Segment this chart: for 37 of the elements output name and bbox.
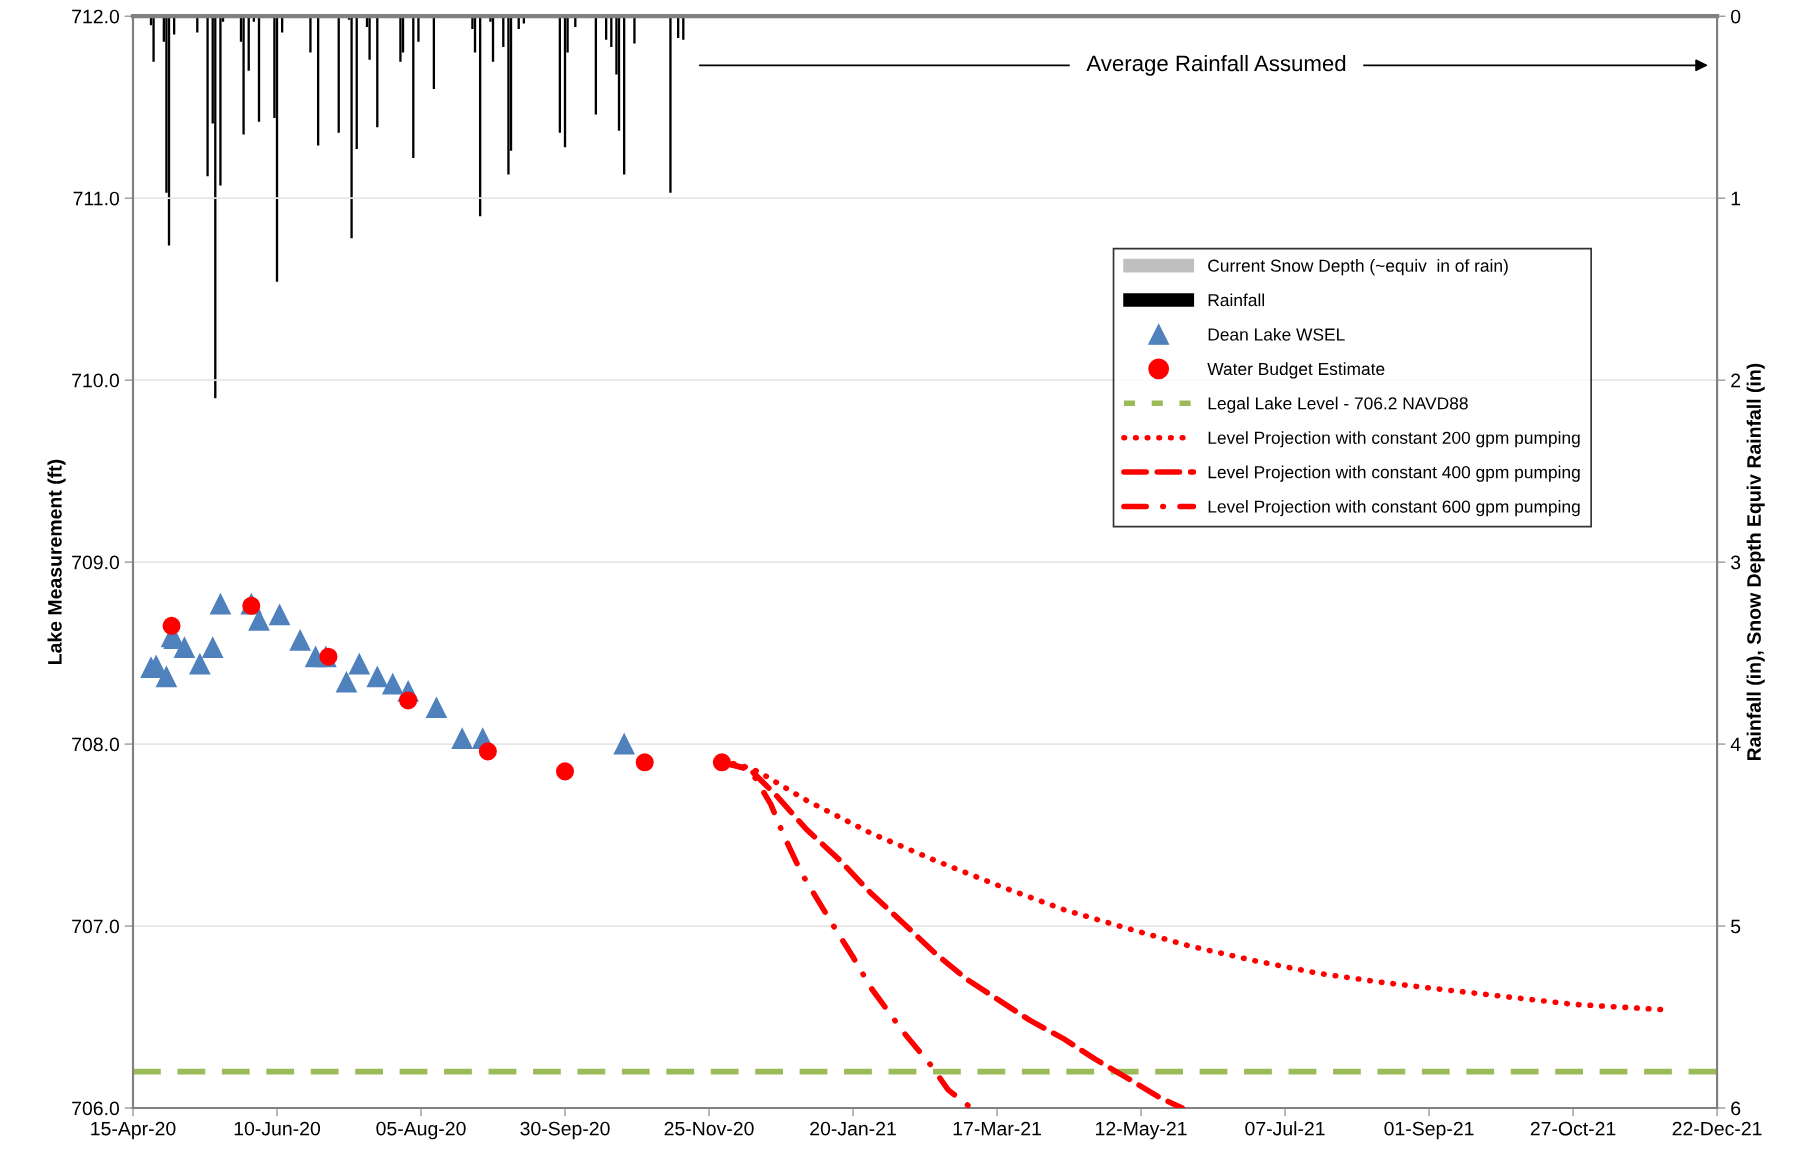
y-tick-label: 712.0 [72, 9, 120, 24]
y2-tick-label: 5 [1731, 919, 1741, 934]
y2-tick-label: 6 [1731, 1101, 1741, 1116]
y-tick-label: 708.0 [72, 737, 120, 752]
x-tick-label: 07-Jul-21 [1245, 1121, 1325, 1136]
x-tick-label: 22-Dec-21 [1672, 1121, 1762, 1136]
y-tick-label: 706.0 [72, 1101, 120, 1116]
y-tick-label: 711.0 [73, 191, 120, 206]
legend-label: Water Budget Estimate [1207, 362, 1385, 379]
legend-label: Level Projection with constant 200 gpm pumping [1208, 431, 1580, 448]
legend-label: Dean Lake WSEL [1208, 327, 1345, 341]
y-tick-label: 709.0 [72, 555, 120, 570]
x-tick-label: 20-Jan-21 [810, 1121, 896, 1136]
legend-label: Current Snow Depth (~equiv in of rain) [1208, 259, 1508, 276]
x-tick-label: 01-Sep-21 [1384, 1121, 1474, 1140]
y-tick-label: 710.0 [72, 373, 120, 388]
x-tick-label: 25-Nov-20 [664, 1121, 754, 1136]
x-tick-label: 05-Aug-20 [376, 1121, 466, 1140]
legend-label: Level Projection with constant 400 gpm pumping [1208, 465, 1580, 482]
x-tick-label: 12-May-21 [1096, 1121, 1187, 1140]
y2-tick-label: 3 [1730, 555, 1741, 570]
x-tick-label: 27-Oct-21 [1530, 1121, 1616, 1136]
x-tick-label: 10-Jun-20 [234, 1121, 321, 1136]
y2-axis-title: Rainfall (in), Snow Depth Equiv Rainfall (in) [1746, 363, 1765, 761]
y2-tick-label: 1 [1731, 191, 1741, 206]
y-axis-title: Lake Measurement (ft) [47, 459, 66, 664]
legend-label: Level Projection with constant 600 gpm pumping [1208, 500, 1580, 517]
legend-label: Rainfall [1208, 293, 1265, 307]
legend-label: Legal Lake Level - 706.2 NAVD88 [1208, 396, 1468, 413]
y2-tick-label: 0 [1731, 9, 1741, 24]
x-tick-label: 15-Apr-20 [91, 1121, 176, 1140]
x-tick-label: 30-Sep-20 [520, 1121, 610, 1140]
annotation: Average Rainfall Assumed [1086, 54, 1346, 76]
y2-tick-label: 2 [1731, 373, 1741, 388]
y-tick-label: 707.0 [72, 919, 120, 934]
x-tick-label: 17-Mar-21 [953, 1121, 1041, 1136]
y2-tick-label: 4 [1730, 737, 1741, 752]
